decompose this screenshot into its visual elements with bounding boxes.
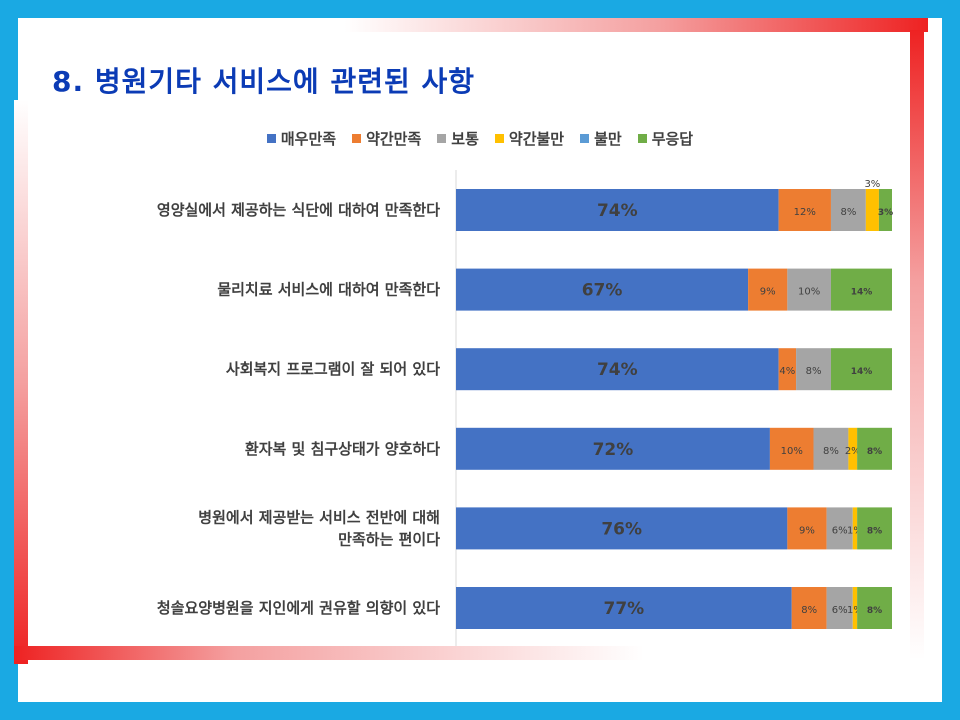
page-title: 8. 병원기타 서비스에 관련된 사항 <box>52 65 475 98</box>
legend-swatch <box>637 134 647 143</box>
bar-segment <box>865 189 879 231</box>
data-label: 6% <box>832 525 848 536</box>
bar-segment <box>787 268 831 311</box>
bar-segment <box>456 507 788 550</box>
bar-segment <box>878 189 892 231</box>
data-label: 2% <box>845 446 861 457</box>
legend-item: 무응답 <box>637 128 694 149</box>
legend-label: 불만 <box>594 130 622 148</box>
category-label: 사회복지 프로그램이 잘 되어 있다 <box>226 360 440 378</box>
data-label: 74% <box>597 360 638 380</box>
category-label: 환자복 및 침구상태가 양호하다 <box>245 440 440 458</box>
data-label: 74% <box>597 201 638 221</box>
data-label: 1% <box>847 605 863 616</box>
legend-swatch <box>494 134 504 143</box>
category-label: 병원에서 제공받는 서비스 전반에 대해 <box>198 508 440 526</box>
frame-right-bar <box>910 30 924 660</box>
category-label: 물리치료 서비스에 대하여 만족한다 <box>217 281 440 299</box>
bar-segment <box>769 427 814 470</box>
data-label: 10% <box>798 287 820 298</box>
bar-segment <box>456 348 779 391</box>
bar-segment <box>826 507 853 550</box>
data-label: 3% <box>878 208 893 218</box>
category-label: 영양실에서 제공하는 식단에 대하여 만족한다 <box>157 201 440 219</box>
bar-segment <box>830 348 892 391</box>
bar-segment <box>791 587 827 629</box>
bar-segment <box>456 587 792 629</box>
legend-item: 불만 <box>580 128 622 149</box>
bar-segment <box>826 587 853 629</box>
legend-item: 보통 <box>437 128 479 149</box>
data-label: 8% <box>801 605 817 616</box>
bar-segment <box>787 507 827 550</box>
data-label: 9% <box>760 287 776 298</box>
data-label: 1% <box>847 525 863 536</box>
legend-swatch <box>266 134 276 143</box>
data-label: 12% <box>794 207 816 218</box>
frame-left-bar <box>14 100 28 664</box>
bar-segment <box>830 268 892 311</box>
bar-segment <box>748 268 788 311</box>
data-label: 14% <box>851 367 873 377</box>
bar-segment <box>778 348 797 391</box>
chart-legend: 매우만족 약간만족 보통 약간불만 불만 무응답 <box>0 128 960 149</box>
legend-label: 매우만족 <box>280 130 337 148</box>
legend-swatch <box>352 134 362 143</box>
data-label: 9% <box>799 525 815 536</box>
data-label: 67% <box>582 281 623 301</box>
legend-item: 약간불만 <box>494 128 565 149</box>
data-label: 8% <box>823 446 839 457</box>
bar-segment <box>456 427 770 470</box>
bar-segment <box>857 587 892 629</box>
legend-swatch <box>437 134 447 143</box>
data-label: 77% <box>604 599 645 619</box>
data-label: 8% <box>867 526 882 536</box>
data-label: 8% <box>867 447 882 457</box>
legend-swatch <box>580 134 590 143</box>
bar-segment <box>848 427 858 470</box>
frame-top-bar <box>30 18 928 32</box>
data-label: 4% <box>779 366 795 377</box>
data-label: 6% <box>832 605 848 616</box>
data-label: 76% <box>601 519 642 539</box>
legend-label: 약간불만 <box>508 130 565 148</box>
category-label: 청솔요양병원을 지인에게 권유할 의향이 있다 <box>157 599 440 617</box>
data-label: 8% <box>867 606 882 616</box>
data-label: 14% <box>851 288 873 298</box>
bar-segment <box>778 189 831 231</box>
category-label: 만족하는 편이다 <box>338 530 440 548</box>
bar-segment <box>456 189 779 231</box>
legend-label: 약간만족 <box>366 130 422 148</box>
bar-segment <box>857 427 892 470</box>
legend-label: 무응답 <box>651 130 694 148</box>
data-label: 72% <box>593 440 634 460</box>
data-label: 10% <box>781 446 803 457</box>
bar-segment <box>857 507 892 550</box>
data-label: 8% <box>806 366 822 377</box>
bar-segment <box>852 507 858 550</box>
legend-item: 약간만족 <box>352 128 421 149</box>
bar-segment <box>830 189 866 231</box>
bar-segment <box>456 268 749 311</box>
bar-segment <box>813 427 849 470</box>
data-label: 3% <box>864 179 880 190</box>
legend-label: 보통 <box>451 130 479 148</box>
bar-segment <box>852 587 858 629</box>
legend-item: 매우만족 <box>266 128 337 149</box>
frame-bottom-bar <box>14 646 644 660</box>
bar-segment <box>796 348 831 391</box>
data-label: 8% <box>840 207 856 218</box>
